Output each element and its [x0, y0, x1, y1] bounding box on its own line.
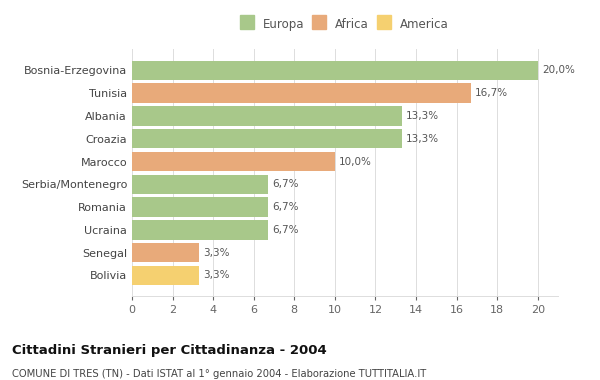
Bar — [132, 106, 402, 126]
Bar — [132, 174, 268, 194]
Text: 13,3%: 13,3% — [406, 111, 439, 121]
Text: 3,3%: 3,3% — [203, 271, 229, 280]
Text: 10,0%: 10,0% — [339, 157, 372, 166]
Bar — [132, 129, 402, 149]
Bar — [132, 152, 335, 171]
Bar — [132, 197, 268, 217]
Bar — [132, 84, 471, 103]
Text: 6,7%: 6,7% — [272, 225, 298, 235]
Text: 6,7%: 6,7% — [272, 179, 298, 189]
Legend: Europa, Africa, America: Europa, Africa, America — [239, 16, 451, 33]
Text: COMUNE DI TRES (TN) - Dati ISTAT al 1° gennaio 2004 - Elaborazione TUTTITALIA.IT: COMUNE DI TRES (TN) - Dati ISTAT al 1° g… — [12, 369, 426, 378]
Text: 16,7%: 16,7% — [475, 88, 508, 98]
Bar — [132, 61, 538, 80]
Text: 20,0%: 20,0% — [542, 65, 575, 75]
Text: 13,3%: 13,3% — [406, 134, 439, 144]
Bar — [132, 266, 199, 285]
Bar — [132, 243, 199, 262]
Bar — [132, 220, 268, 239]
Text: 6,7%: 6,7% — [272, 202, 298, 212]
Text: Cittadini Stranieri per Cittadinanza - 2004: Cittadini Stranieri per Cittadinanza - 2… — [12, 344, 327, 357]
Text: 3,3%: 3,3% — [203, 248, 229, 258]
